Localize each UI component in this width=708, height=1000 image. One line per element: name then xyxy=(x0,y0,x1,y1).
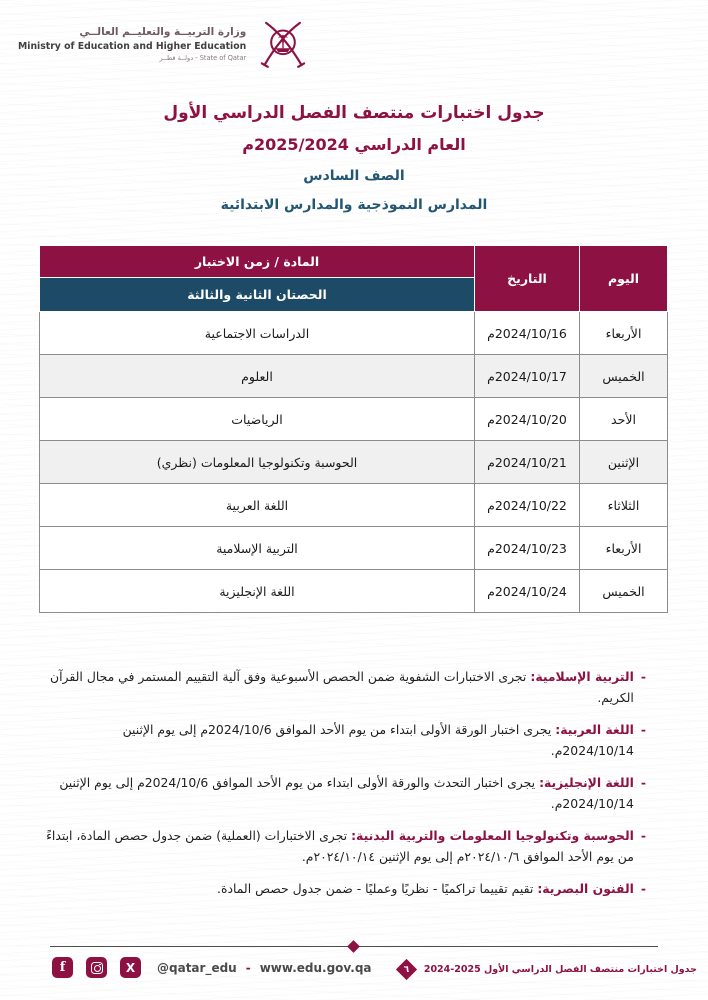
day-cell: الأربعاء xyxy=(579,526,668,570)
academic-year-title: العام الدراسي 2025/2024م xyxy=(242,135,466,154)
day-cell: الأربعاء xyxy=(579,311,668,355)
date-cell: 2024/10/20م xyxy=(474,397,580,441)
day-cell: الإثنين xyxy=(579,440,668,484)
grade-title: الصف السادس xyxy=(303,168,405,184)
title-block: جدول اختبارات منتصف الفصل الدراسي الأول … xyxy=(0,103,708,213)
column-header-subject: المادة / زمن الاختبار xyxy=(39,245,475,278)
x-icon[interactable]: X xyxy=(120,957,141,978)
instagram-icon[interactable] xyxy=(86,957,107,978)
ministry-name-arabic: وزارة التربيــة والتعليــم العالــي xyxy=(79,26,247,38)
notes-list: - التربية الإسلامية:تجرى الاختبارات الشف… xyxy=(40,666,646,910)
page-title: جدول اختبارات منتصف الفصل الدراسي الأول xyxy=(163,103,545,123)
footer-divider xyxy=(50,940,658,953)
subject-cell: التربية الإسلامية xyxy=(39,526,475,570)
facebook-icon[interactable]: f xyxy=(52,957,73,978)
date-cell: 2024/10/23م xyxy=(474,526,580,570)
column-subheader-periods: الحصتان الثانية والثالثة xyxy=(39,277,475,312)
subject-cell: العلوم xyxy=(39,354,475,398)
date-cell: 2024/10/22م xyxy=(474,483,580,527)
footer-separator: - xyxy=(245,960,251,975)
ministry-logo-text: وزارة التربيــة والتعليــم العالــي Mini… xyxy=(18,26,246,62)
note-text: الحوسبة وتكنولوجيا المعلومات والتربية ال… xyxy=(46,828,634,864)
date-cell: 2024/10/17م xyxy=(474,354,580,398)
column-header-date: التاريخ xyxy=(474,245,580,312)
note-subject-label: الفنون البصرية: xyxy=(537,881,634,896)
table-row: الإثنين 2024/10/21م الحوسبة وتكنولوجيا ا… xyxy=(39,440,668,484)
table-row: الأربعاء 2024/10/16م الدراسات الاجتماعية xyxy=(39,311,668,355)
column-header-day: اليوم xyxy=(579,245,668,312)
exam-schedule-table: اليوم التاريخ المادة / زمن الاختبار الحص… xyxy=(39,245,668,613)
social-handle[interactable]: @qatar_edu xyxy=(157,960,237,975)
table-row: الأربعاء 2024/10/23م التربية الإسلامية xyxy=(39,526,668,570)
note-text: اللغة الإنجليزية:يجرى اختبار التحدث والو… xyxy=(59,775,634,811)
day-cell: الخميس xyxy=(579,354,668,398)
list-item: - التربية الإسلامية:تجرى الاختبارات الشف… xyxy=(40,666,646,708)
dash-bullet-icon: - xyxy=(640,828,646,843)
table-row: الأحد 2024/10/20م الرياضيات xyxy=(39,397,668,441)
note-subject-label: اللغة الإنجليزية: xyxy=(539,775,634,790)
list-item: - الحوسبة وتكنولوجيا المعلومات والتربية … xyxy=(40,825,646,867)
page-number-badge: ٦ xyxy=(395,958,417,981)
state-of-qatar-label: دولــة قطــر - State of Qatar xyxy=(159,54,247,62)
table-row: الثلاثاء 2024/10/22م اللغة العربية xyxy=(39,483,668,527)
day-cell: الخميس xyxy=(579,569,668,613)
note-text: الفنون البصرية:تقيم تقييما تراكميًا - نظ… xyxy=(217,881,634,896)
footer-caption: جدول اختبارات منتصف الفصل الدراسي الأول … xyxy=(423,964,697,975)
date-cell: 2024/10/21م xyxy=(474,440,580,484)
dash-bullet-icon: - xyxy=(640,669,646,684)
note-text: اللغة العربية:يجرى اختبار الورقة الأولى … xyxy=(122,722,634,758)
ministry-name-english: Ministry of Education and Higher Educati… xyxy=(18,41,247,52)
day-cell: الأحد xyxy=(579,397,668,441)
subject-cell: الرياضيات xyxy=(39,397,475,441)
subject-cell: الحوسبة وتكنولوجيا المعلومات (نظري) xyxy=(39,440,475,484)
schools-title: المدارس النموذجية والمدارس الابتدائية xyxy=(220,197,488,213)
dash-bullet-icon: - xyxy=(640,881,646,896)
day-cell: الثلاثاء xyxy=(579,483,668,527)
subject-cell: اللغة الإنجليزية xyxy=(39,569,475,613)
subject-cell: الدراسات الاجتماعية xyxy=(39,311,475,355)
table-row: الخميس 2024/10/24م اللغة الإنجليزية xyxy=(39,569,668,613)
footer-caption-block: جدول اختبارات منتصف الفصل الدراسي الأول … xyxy=(393,958,697,981)
ministry-logo-block: وزارة التربيــة والتعليــم العالــي Mini… xyxy=(18,14,310,74)
dash-bullet-icon: - xyxy=(640,775,646,790)
list-item: - الفنون البصرية:تقيم تقييما تراكميًا - … xyxy=(40,878,646,899)
subject-cell: اللغة العربية xyxy=(39,483,475,527)
list-item: - اللغة العربية:يجرى اختبار الورقة الأول… xyxy=(40,719,646,761)
diamond-divider-icon xyxy=(347,940,360,953)
note-subject-label: التربية الإسلامية: xyxy=(530,669,634,684)
list-item: - اللغة الإنجليزية:يجرى اختبار التحدث وا… xyxy=(40,772,646,814)
table-row: الخميس 2024/10/17م العلوم xyxy=(39,354,668,398)
note-text: التربية الإسلامية:تجرى الاختبارات الشفوي… xyxy=(50,669,634,705)
qatar-emblem-icon xyxy=(261,21,306,68)
dash-bullet-icon: - xyxy=(640,722,646,737)
date-cell: 2024/10/16م xyxy=(474,311,580,355)
note-subject-label: اللغة العربية: xyxy=(555,722,634,737)
date-cell: 2024/10/24م xyxy=(474,569,580,613)
website-link[interactable]: www.edu.gov.qa xyxy=(259,960,372,975)
note-subject-label: الحوسبة وتكنولوجيا المعلومات والتربية ال… xyxy=(351,828,634,843)
footer-social-block: f X @qatar_edu - www.edu.gov.qa xyxy=(52,957,372,978)
